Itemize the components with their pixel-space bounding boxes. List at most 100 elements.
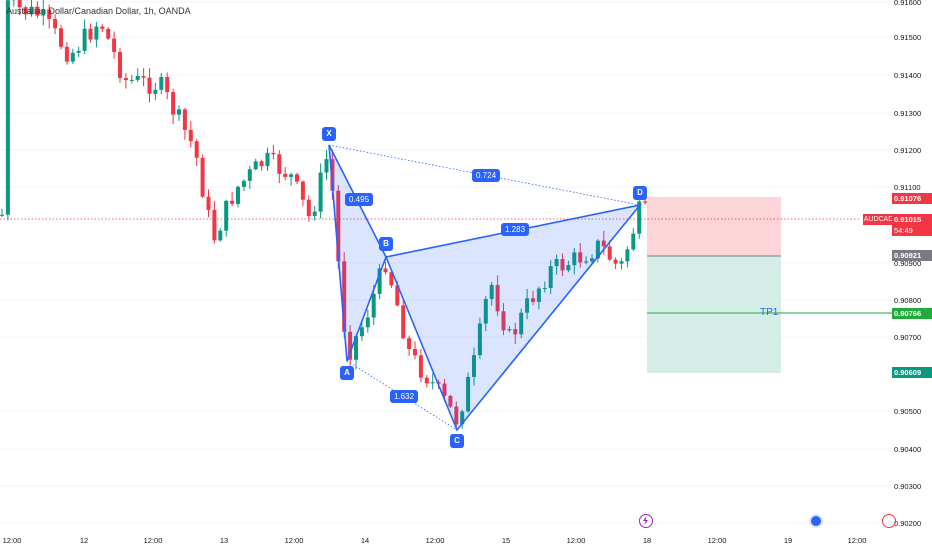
candle-body xyxy=(578,252,583,263)
countdown-tag: 54:49 xyxy=(892,225,932,236)
candle-body xyxy=(607,246,612,260)
candle-body xyxy=(472,355,476,377)
candles-layer xyxy=(0,0,648,431)
candle-body xyxy=(218,230,223,241)
time-label: 18 xyxy=(642,536,652,545)
calendar-event-icon[interactable] xyxy=(882,514,896,528)
candle-body xyxy=(70,52,75,62)
time-label: 12:00 xyxy=(284,536,304,545)
price-label: 0.90800 xyxy=(894,296,922,305)
candle-body xyxy=(436,382,441,384)
entry-price-tag[interactable]: 0.90921 xyxy=(892,250,932,261)
candle-body xyxy=(289,174,294,177)
candle-body xyxy=(542,287,547,289)
time-label: 12:00 xyxy=(143,536,163,545)
candle-body xyxy=(159,76,164,90)
pattern-point-d[interactable]: D xyxy=(633,186,647,200)
xab-triangle[interactable] xyxy=(328,144,387,362)
pattern-point-x[interactable]: X xyxy=(322,127,336,141)
tp1-price-tag[interactable]: 0.90766 xyxy=(892,308,932,319)
candle-body xyxy=(100,26,105,29)
time-label: 15 xyxy=(501,536,511,545)
candle-body xyxy=(407,338,412,349)
candle-body xyxy=(224,200,229,231)
candle-body xyxy=(501,311,506,331)
price-label: 0.91600 xyxy=(894,0,922,7)
candle-body xyxy=(359,327,364,337)
tp1-label[interactable]: TP1 xyxy=(760,307,779,318)
candle-body xyxy=(371,293,376,318)
candle-body xyxy=(194,141,199,158)
candle-body xyxy=(135,76,140,80)
candle-body xyxy=(147,77,152,94)
price-label: 0.91400 xyxy=(894,71,922,80)
take-profit-price-tag[interactable]: 0.90609 xyxy=(892,367,932,378)
flag-icon[interactable] xyxy=(809,514,823,528)
candle-body xyxy=(312,211,317,216)
candle-body xyxy=(418,355,423,378)
bcd-triangle[interactable] xyxy=(384,203,643,432)
candle-body xyxy=(513,329,518,335)
candle-body xyxy=(643,201,648,203)
chart-title: Australian Dollar/Canadian Dollar, 1h, O… xyxy=(6,6,191,16)
candle-body xyxy=(572,252,577,266)
candle-body xyxy=(35,6,40,16)
candle-body xyxy=(123,78,128,81)
candle-body xyxy=(477,323,482,356)
candle-body xyxy=(318,172,323,212)
time-label: 12 xyxy=(79,536,89,545)
lightning-icon[interactable] xyxy=(639,514,653,528)
candle-body xyxy=(625,249,630,262)
candle-body xyxy=(171,92,176,115)
stop-loss-price-tag[interactable]: 0.91076 xyxy=(892,193,932,204)
take-profit-zone[interactable] xyxy=(647,256,781,373)
ac-diagonal xyxy=(346,360,458,431)
candle-body xyxy=(483,298,488,324)
time-label: 12:00 xyxy=(847,536,867,545)
candle-body xyxy=(590,258,594,262)
candle-body xyxy=(613,259,618,264)
candle-body xyxy=(129,79,134,81)
candle-body xyxy=(460,411,465,425)
current-price-tag: 0.91015 xyxy=(892,214,932,225)
price-label: 0.90900 xyxy=(894,259,922,268)
candle-body xyxy=(0,214,4,216)
candle-body xyxy=(41,9,46,16)
candle-body xyxy=(283,173,288,177)
candle-body xyxy=(401,305,406,339)
price-label: 0.90500 xyxy=(894,407,922,416)
candle-body xyxy=(236,186,240,204)
price-label: 0.90400 xyxy=(894,445,922,454)
candle-body xyxy=(342,261,347,332)
pattern-point-b[interactable]: B xyxy=(379,237,393,251)
candle-body xyxy=(277,154,282,174)
candle-body xyxy=(241,180,246,187)
candle-body xyxy=(188,129,193,142)
price-label: 0.90700 xyxy=(894,333,922,342)
candle-body xyxy=(64,46,69,62)
candle-body xyxy=(466,376,471,412)
time-label: 12:00 xyxy=(566,536,586,545)
pattern-point-c[interactable]: C xyxy=(450,434,464,448)
candle-body xyxy=(595,240,600,259)
symbol-tag: AUDCAD xyxy=(863,214,894,225)
pattern-point-a[interactable]: A xyxy=(340,366,354,380)
candle-body xyxy=(300,181,305,200)
candle-body xyxy=(324,159,329,173)
candle-body xyxy=(230,200,235,204)
candle-body xyxy=(454,406,459,425)
price-label: 0.90200 xyxy=(894,519,922,528)
stop-loss-zone[interactable] xyxy=(647,197,781,256)
candle-body xyxy=(448,395,453,407)
price-label: 0.91300 xyxy=(894,109,922,118)
candle-body xyxy=(271,152,276,155)
price-label: 0.91100 xyxy=(894,183,921,192)
candle-body xyxy=(354,336,358,360)
ratio-xd: 0.724 xyxy=(472,169,501,182)
ratio-ab: 0.495 xyxy=(345,193,374,206)
candle-body xyxy=(631,233,636,250)
candle-body xyxy=(5,0,10,215)
candle-body xyxy=(430,382,435,384)
